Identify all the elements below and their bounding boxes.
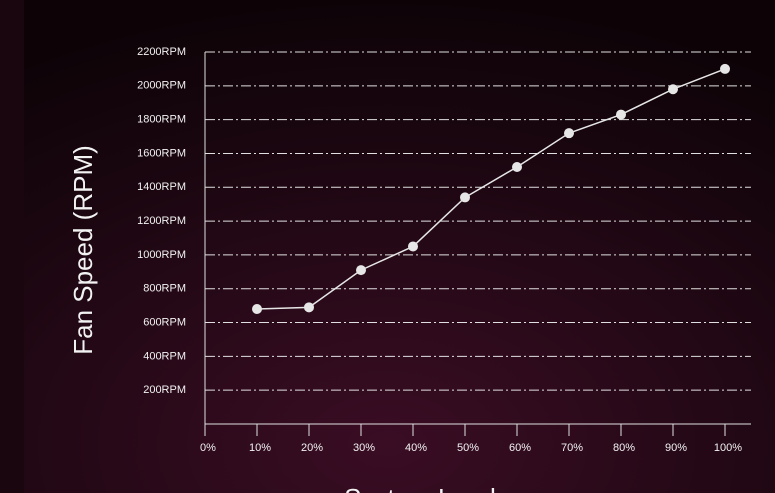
- x-tick-label: 50%: [457, 442, 479, 454]
- x-tick-label: 60%: [509, 442, 531, 454]
- data-point: [564, 128, 574, 139]
- series-line: [256, 68, 726, 310]
- x-axis-title: System Load: [344, 483, 496, 493]
- data-point: [512, 161, 522, 172]
- data-point: [720, 63, 730, 74]
- x-tick-label: 80%: [613, 442, 635, 454]
- x-tick-label: 0%: [200, 442, 216, 454]
- x-tick-label: 100%: [714, 442, 742, 454]
- y-tick-label: 800RPM: [143, 283, 186, 295]
- data-point: [668, 84, 678, 95]
- data-point: [252, 304, 262, 315]
- x-tick-label: 20%: [301, 442, 323, 454]
- side-strip: [0, 0, 24, 493]
- y-tick-label: 1200RPM: [137, 215, 186, 227]
- y-tick-label: 1000RPM: [137, 249, 186, 261]
- y-tick-label: 1600RPM: [137, 147, 186, 159]
- data-point: [616, 109, 626, 120]
- x-tick-label: 30%: [353, 442, 375, 454]
- y-tick-label: 400RPM: [143, 350, 186, 362]
- y-tick-label: 1800RPM: [137, 114, 186, 126]
- y-tick-label: 600RPM: [143, 316, 186, 328]
- x-tick-label: 70%: [561, 442, 583, 454]
- data-point: [304, 302, 314, 313]
- x-tick-label: 10%: [249, 442, 271, 454]
- y-axis-title: Fan Speed (RPM): [68, 145, 98, 355]
- x-tick-label: 90%: [665, 442, 687, 454]
- data-point: [408, 241, 418, 252]
- x-tick-label: 40%: [405, 442, 427, 454]
- y-tick-label: 2200RPM: [137, 46, 186, 58]
- y-tick-label: 2000RPM: [137, 80, 186, 92]
- data-point: [356, 265, 366, 276]
- y-tick-label: 200RPM: [143, 384, 186, 396]
- y-tick-label: 1400RPM: [137, 181, 186, 193]
- data-point: [460, 192, 470, 203]
